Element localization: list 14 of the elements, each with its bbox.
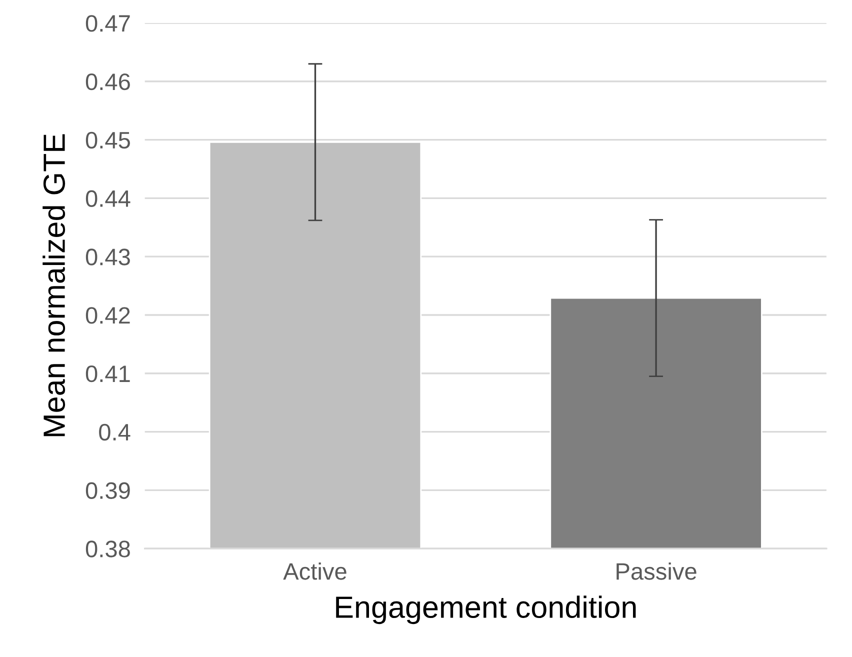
x-axis-title: Engagement condition — [336, 596, 636, 624]
y-tick-label: 0.4 — [99, 424, 130, 441]
y-tick-label: 0.47 — [86, 15, 130, 32]
x-tick-label: Active — [283, 562, 346, 580]
y-tick-label: 0.45 — [86, 132, 130, 149]
y-tick-label: 0.39 — [86, 482, 130, 499]
y-tick-label: 0.44 — [86, 190, 130, 207]
y-tick-label: 0.38 — [86, 540, 130, 558]
y-tick-label: 0.41 — [86, 365, 130, 382]
y-axis-title: Mean normalized GTE — [42, 134, 66, 436]
y-tick-label: 0.46 — [86, 73, 130, 90]
x-tick-label: Passive — [616, 562, 696, 580]
y-tick-label: 0.43 — [86, 248, 130, 266]
y-tick-label: 0.42 — [86, 307, 130, 324]
